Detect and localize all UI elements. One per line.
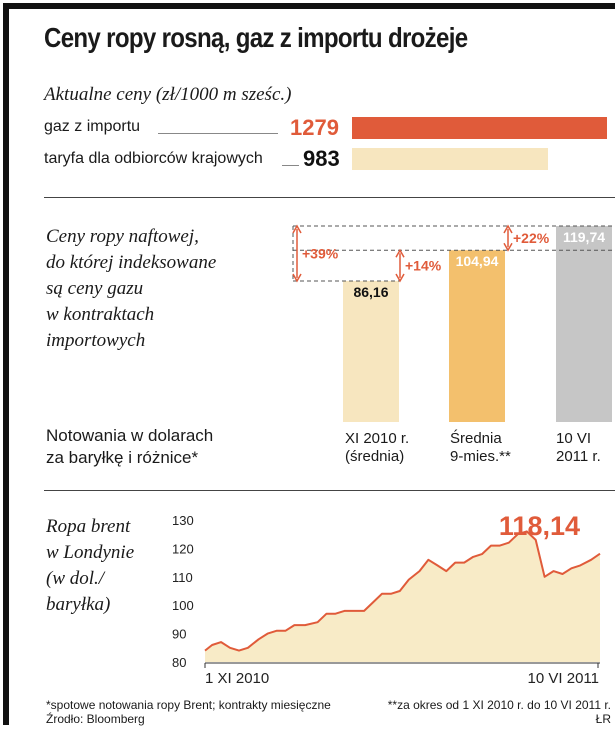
bar-label-line: XI 2010 r. — [345, 430, 410, 447]
section2-heading-line: Ceny ropy naftowej, — [46, 226, 199, 247]
section3-heading-line: Ropa brent — [46, 516, 131, 537]
diff-label-39: +39% — [302, 245, 339, 261]
x-tick-label: 10 VI 2011 — [528, 670, 599, 687]
separator-2 — [44, 490, 615, 491]
section3-heading-line: (w dol./ — [46, 568, 105, 589]
diff-arrow-14-head-down — [395, 273, 405, 283]
section2-heading-line: w kontraktach — [46, 304, 155, 325]
y-tick-label: 80 — [172, 655, 186, 670]
footnote-author: ŁR — [595, 712, 611, 726]
bar-label-line: 9-mies.** — [450, 448, 511, 465]
bar-label-average: Średnia 9-mies.** — [450, 430, 511, 466]
diff-label-14: +14% — [405, 258, 442, 274]
oil-price-bar — [343, 280, 399, 422]
diff-arrow-39-head-down — [292, 273, 302, 283]
frame-left-rule — [3, 3, 9, 725]
footnote-spot: *spotowe notowania ropy Brent; kontrakty… — [46, 698, 331, 712]
leader-line-domestic — [282, 165, 299, 166]
section2-heading-line: importowych — [46, 330, 146, 351]
bar-domestic — [352, 148, 548, 170]
value-import: 1279 — [290, 115, 339, 140]
last-value-label: 118,14 — [499, 511, 580, 541]
section2-heading-line: są ceny gazu — [46, 278, 144, 299]
x-tick-label: 1 XI 2010 — [205, 670, 269, 687]
frame-top-rule — [3, 3, 615, 9]
y-tick-label: 100 — [172, 598, 194, 613]
diff-arrow-22-head-down — [503, 242, 513, 252]
y-tick-label: 130 — [172, 513, 194, 528]
bar-label-line: (średnia) — [345, 448, 405, 465]
bar-label-line: Średnia — [450, 430, 502, 447]
bar-label-line: 10 VI — [556, 430, 592, 447]
separator-1 — [44, 197, 615, 198]
diff-arrow-22-head-up — [503, 224, 513, 234]
bar-value-label: 104,94 — [456, 253, 499, 269]
oil-price-bar — [449, 250, 505, 422]
section3-heading-line: baryłka) — [46, 594, 111, 615]
section2-note-line: Notowania w dolarach — [46, 426, 214, 445]
bar-label-xi-2010: XI 2010 r. (średnia) — [345, 430, 409, 466]
bar-label-10-vi-2011: 10 VI 2011 r. — [556, 430, 601, 466]
value-domestic: 983 — [303, 146, 340, 171]
footnote-right: **za okres od 1 XI 2010 r. do 10 VI 2011… — [388, 698, 611, 726]
section2-heading: Ceny ropy naftowej, do której indeksowan… — [46, 224, 216, 354]
bar-label-line: 2011 r. — [556, 448, 601, 465]
section3-heading-line: w Londynie — [46, 542, 135, 563]
footnote-source: Źrodło: Bloomberg — [46, 712, 145, 726]
section2-note-line: za baryłkę i różnice* — [46, 448, 199, 467]
page-title: Ceny ropy rosną, gaz z importu drożeje — [44, 22, 468, 53]
bar-value-label: 86,16 — [353, 284, 388, 300]
bar-import — [352, 117, 607, 139]
diff-arrow-14-head-up — [395, 248, 405, 258]
section2-notes: Notowania w dolarach za baryłkę i różnic… — [46, 425, 213, 469]
bar-value-label: 119,74 — [563, 229, 605, 245]
y-tick-label: 120 — [172, 541, 194, 556]
oil-price-bar — [556, 226, 612, 422]
brent-price-line — [204, 530, 601, 652]
brent-area — [205, 531, 600, 662]
section3-heading: Ropa brent w Londynie (w dol./ baryłka) — [46, 514, 134, 618]
y-tick-label: 90 — [172, 627, 186, 642]
footnote-period: **za okres od 1 XI 2010 r. do 10 VI 2011… — [387, 698, 611, 712]
diff-label-22: +22% — [513, 230, 550, 246]
row-label-import: gaz z importu — [44, 118, 141, 135]
y-tick-label: 110 — [172, 570, 193, 585]
section2-heading-line: do której indeksowane — [46, 252, 217, 273]
section1-subtitle: Aktualne ceny (zł/1000 m sześc.) — [44, 84, 292, 105]
diff-arrow-39-head-up — [292, 224, 302, 234]
row-label-domestic: taryfa dla odbiorców krajowych — [44, 150, 263, 167]
footnote-left: *spotowe notowania ropy Brent; kontrakty… — [46, 698, 331, 726]
leader-line-import — [158, 133, 278, 134]
